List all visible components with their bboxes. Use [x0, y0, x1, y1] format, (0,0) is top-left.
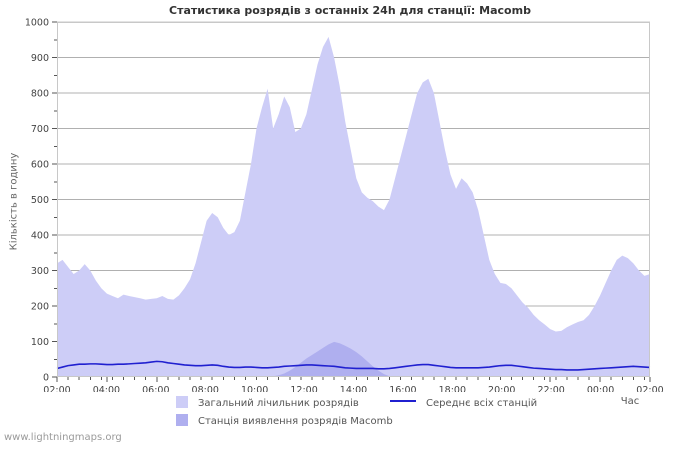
svg-text:18:00: 18:00: [439, 385, 466, 392]
x-axis-title: Час: [620, 396, 640, 407]
svg-text:08:00: 08:00: [192, 385, 219, 392]
svg-text:200: 200: [31, 302, 49, 313]
svg-text:300: 300: [31, 266, 49, 277]
svg-text:22:00: 22:00: [537, 385, 564, 392]
legend-label-average: Середнє всіх станцій: [426, 398, 538, 409]
svg-text:06:00: 06:00: [142, 385, 169, 392]
legend-line-average: [390, 400, 416, 402]
x-axis-tick-labels: 02:00 04:00 06:00 08:00 10:00 12:00 14:00 16:00…: [43, 385, 663, 392]
legend-swatch-station: [176, 414, 188, 426]
chart-title: Статистика розрядів з останніх 24h для с…: [169, 4, 531, 17]
svg-text:12:00: 12:00: [290, 385, 317, 392]
svg-text:700: 700: [31, 124, 49, 135]
svg-text:1000: 1000: [25, 18, 49, 29]
svg-text:20:00: 20:00: [488, 385, 515, 392]
legend-item-average: Середнє всіх станцій: [390, 392, 537, 409]
svg-text:00:00: 00:00: [587, 385, 614, 392]
legend-label-station: Станція виявлення розрядів Macomb: [198, 416, 393, 427]
svg-text:500: 500: [31, 195, 49, 206]
legend-item-station: Станція виявлення розрядів Macomb: [176, 410, 393, 427]
y-axis-tick-labels: 0 100 200 300 400 500 600 700 800 900 1000: [25, 18, 49, 384]
svg-text:400: 400: [31, 231, 49, 242]
svg-text:600: 600: [31, 160, 49, 171]
plot-area: 0 100 200 300 400 500 600 700 800 900 1000 02:00 04…: [25, 18, 664, 393]
series-layer: [56, 36, 651, 377]
footer-attribution: www.lightningmaps.org: [4, 432, 122, 443]
svg-text:16:00: 16:00: [389, 385, 416, 392]
svg-text:0: 0: [43, 373, 49, 384]
svg-text:800: 800: [31, 89, 49, 100]
svg-text:900: 900: [31, 53, 49, 64]
axis-ticks: [52, 21, 651, 382]
svg-text:10:00: 10:00: [241, 385, 268, 392]
svg-text:02:00: 02:00: [43, 385, 70, 392]
legend-swatch-total: [176, 396, 188, 408]
legend-label-total: Загальний лічильник розрядів: [198, 398, 359, 409]
svg-text:100: 100: [31, 337, 49, 348]
svg-text:02:00: 02:00: [636, 385, 663, 392]
chart-legend: Загальний лічильник розрядів Станція вия…: [0, 392, 700, 432]
legend-item-total: Загальний лічильник розрядів: [176, 392, 359, 409]
svg-text:14:00: 14:00: [340, 385, 367, 392]
plot-frame: [57, 22, 650, 377]
svg-text:04:00: 04:00: [93, 385, 120, 392]
